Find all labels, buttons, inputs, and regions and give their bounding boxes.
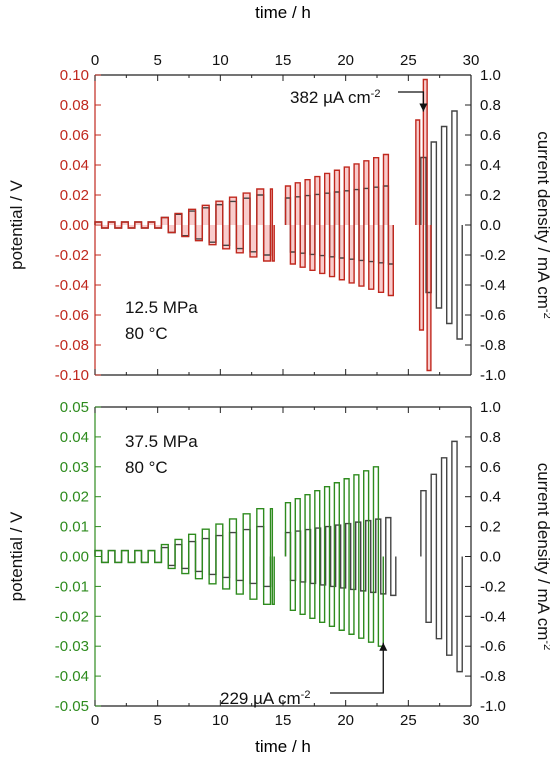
potential-trace [284,466,384,647]
y-right-tick-label: 0.2 [480,519,501,536]
x-tick-label-top: 20 [337,52,354,69]
y-left-tick-label: -0.04 [55,668,89,685]
y-right-tick-label: 0.0 [480,549,501,566]
y-left-tick-label: -0.03 [55,638,89,655]
x-tick-label: 5 [153,712,161,729]
temperature-annotation: 80 °C [125,458,168,477]
y-left-tick-label: -0.02 [55,247,89,264]
y-left-tick-label: 0.10 [60,67,89,84]
y-left-tick-label: -0.01 [55,578,89,595]
y-left-tick-label: 0.02 [60,489,89,506]
y-right-tick-label: -1.0 [480,698,506,715]
y-left-tick-label: -0.08 [55,337,89,354]
panel-bottom: 0 5 10 15 20 25 30 0.05 0.04 0.03 0.02 0.01 0.00 -0.0… [7,399,550,729]
y-left-tick-label: 0.02 [60,187,89,204]
y-right-tick-label: 1.0 [480,67,501,84]
current-density-trace [284,516,397,597]
top-axis-title: time / h [255,3,311,22]
y-left-tick-label: 0.03 [60,459,89,476]
bottom-axis-title: time / h [255,737,311,756]
y-left-tick-label: -0.05 [55,698,89,715]
y-left-tick-label: -0.10 [55,367,89,384]
annotation-arrow-line [398,91,425,112]
y-right-tick-label: 0.2 [480,187,501,204]
y-right-tick-label: -0.4 [480,608,506,625]
y-left-tick-label: -0.06 [55,307,89,324]
y-right-tick-label: 0.4 [480,157,501,174]
y-right-tick-label: 0.8 [480,97,501,114]
y-left-tick-label: -0.04 [55,277,89,294]
potential-trace [415,78,432,372]
y-right-tick-label: -0.2 [480,578,506,595]
potential-trace [269,507,275,606]
y-left-axis-title: potential / V [7,179,26,269]
x-tick-label: 25 [400,712,417,729]
y-left-tick-label: 0.05 [60,399,89,416]
potential-trace [94,549,163,564]
y-left-tick-label: 0.08 [60,97,89,114]
current-density-trace [420,440,463,673]
x-tick-label-top: 5 [153,52,161,69]
pressure-annotation: 12.5 MPa [125,298,198,317]
x-tick-label-top: 15 [275,52,292,69]
potential-trace [284,153,394,297]
y-right-tick-label: 0.6 [480,127,501,144]
x-tick-label: 10 [212,712,229,729]
x-tick-label: 20 [337,712,354,729]
potential-trace [160,507,272,606]
limit-current-annotation: 229 µA cm-2 [220,689,310,708]
y-right-tick-label: 1.0 [480,399,501,416]
x-tick-label: 15 [275,712,292,729]
y-left-tick-label: 0.04 [60,429,89,446]
y-right-axis-title: current density / mA cm-2 [534,131,550,318]
x-tick-label: 30 [463,712,480,729]
potential-trace [160,188,272,262]
y-right-tick-label: 0.8 [480,429,501,446]
annotation-arrow-head [379,642,388,651]
y-right-tick-label: -0.2 [480,247,506,264]
panel-top: 0 5 10 15 20 25 30 0.10 0.08 0.06 0.04 0.02 0.00 -0.0… [7,52,550,384]
y-left-tick-label: 0.00 [60,549,89,566]
y-right-axis-title: current density / mA cm-2 [534,463,550,650]
y-right-tick-label: -0.4 [480,277,506,294]
y-right-tick-label: 0.0 [480,217,501,234]
y-right-tick-label: -0.8 [480,337,506,354]
y-left-tick-label: 0.00 [60,217,89,234]
annotation-arrow-head [419,103,428,112]
y-left-tick-label: 0.01 [60,519,89,536]
y-left-tick-label: 0.06 [60,127,89,144]
y-left-tick-label: -0.02 [55,608,89,625]
temperature-annotation: 80 °C [125,324,168,343]
y-right-tick-label: -1.0 [480,367,506,384]
y-right-tick-label: -0.6 [480,307,506,324]
x-tick-label-top: 0 [91,52,99,69]
x-tick-label-top: 30 [463,52,480,69]
potential-trace [94,221,163,229]
potential-trace [269,188,275,262]
x-tick-label: 0 [91,712,99,729]
y-right-tick-label: -0.8 [480,668,506,685]
y-left-axis-title: potential / V [7,511,26,601]
x-tick-label-top: 25 [400,52,417,69]
y-left-tick-label: 0.04 [60,157,89,174]
y-right-tick-label: 0.4 [480,489,501,506]
limit-current-annotation: 382 µA cm-2 [290,88,380,107]
x-tick-label-top: 10 [212,52,229,69]
y-right-tick-label: 0.6 [480,459,501,476]
y-right-tick-label: -0.6 [480,638,506,655]
annotation-arrow-line [330,642,384,694]
pressure-annotation: 37.5 MPa [125,432,198,451]
